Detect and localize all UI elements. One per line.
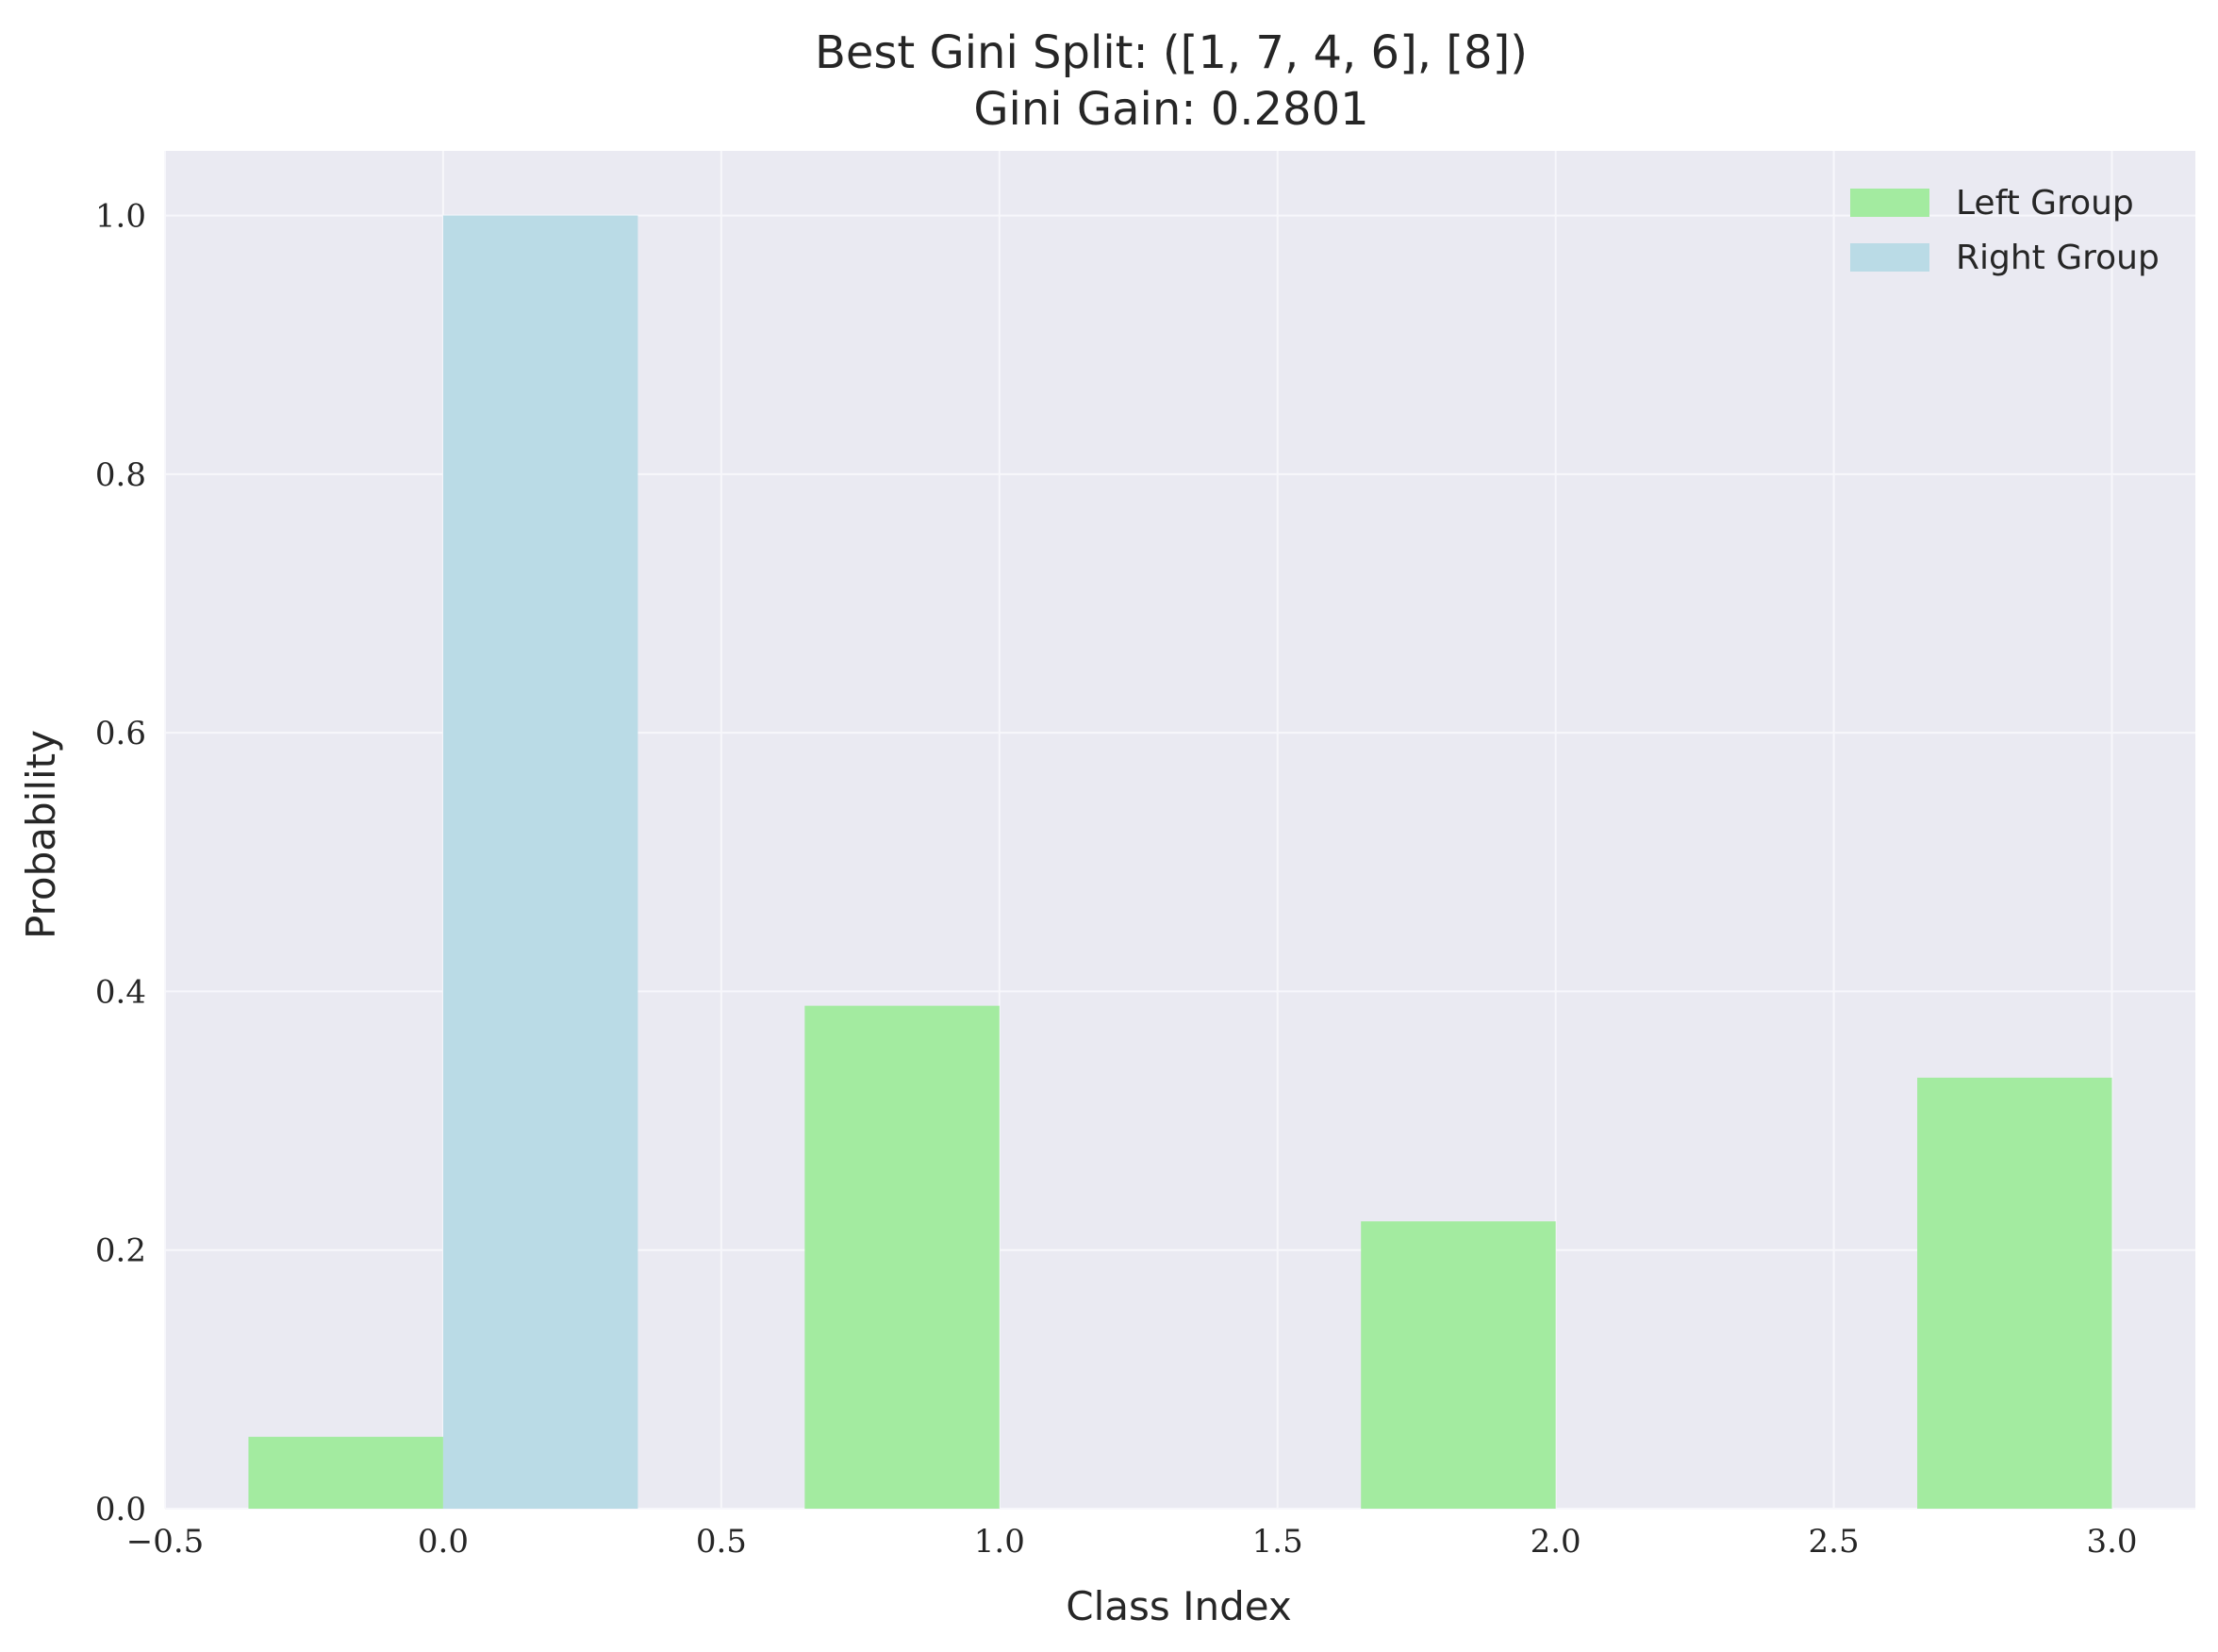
x-tick-label: 1.0 (974, 1523, 1025, 1561)
y-tick-label: 0.8 (95, 456, 146, 494)
bar-left-group-class-1 (804, 1005, 1000, 1509)
x-axis-ticks: −0.5 0.0 0.5 1.0 1.5 2.0 2.5 3.0 (126, 1523, 2138, 1561)
y-axis-ticks: 0.0 0.2 0.4 0.6 0.8 1.0 (95, 198, 146, 1528)
x-tick-label: 2.0 (1531, 1523, 1581, 1561)
y-tick-label: 0.4 (95, 973, 146, 1011)
y-axis-label: Probability (18, 730, 64, 939)
legend-swatch-left-group (1850, 189, 1929, 217)
x-tick-label: 1.5 (1252, 1523, 1303, 1561)
legend: Left Group Right Group (1850, 184, 2160, 277)
legend-swatch-right-group (1850, 243, 1929, 272)
bars (248, 215, 2112, 1510)
bar-left-group-class-2 (1361, 1221, 1556, 1509)
x-tick-label: 2.5 (1809, 1523, 1860, 1561)
y-tick-label: 0.2 (95, 1232, 146, 1270)
bar-left-group-class-3 (1917, 1077, 2112, 1509)
x-tick-label: 0.0 (418, 1523, 469, 1561)
chart-title: Best Gini Split: ([1, 7, 4, 6], [8]) (815, 26, 1528, 79)
x-tick-label: 3.0 (2086, 1523, 2137, 1561)
bar-right-group-class-0 (442, 215, 638, 1510)
x-tick-label: 0.5 (696, 1523, 747, 1561)
y-tick-label: 0.0 (95, 1491, 146, 1528)
x-tick-label: −0.5 (126, 1523, 205, 1561)
x-axis-label: Class Index (1066, 1583, 1291, 1629)
legend-label-right-group: Right Group (1956, 239, 2160, 277)
chart-subtitle: Gini Gain: 0.2801 (973, 83, 1368, 136)
y-tick-label: 1.0 (95, 198, 146, 236)
bar-left-group-class-0 (248, 1436, 443, 1509)
legend-label-left-group: Left Group (1956, 184, 2134, 223)
y-tick-label: 0.6 (95, 715, 146, 752)
